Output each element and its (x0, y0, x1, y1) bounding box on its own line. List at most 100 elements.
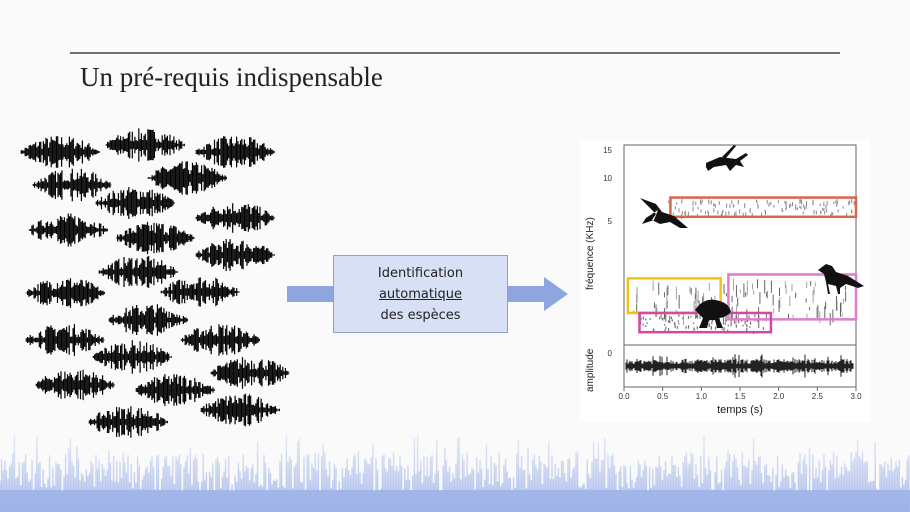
spec-dot-high-86 (815, 210, 817, 215)
spec-streak-mid-65 (665, 311, 667, 322)
waveform-16 (92, 340, 172, 374)
spec-dot-high-73 (749, 208, 751, 213)
spec-dot-high-77 (823, 208, 825, 211)
spec-streak-mid-84 (841, 313, 843, 317)
spec-dot-low-51 (723, 328, 725, 332)
spec-dot-low-88 (687, 316, 690, 320)
spec-dot-high-74 (735, 211, 737, 215)
spec-streak-mid-26 (813, 286, 815, 295)
spec-dot-high-1 (846, 212, 848, 217)
spec-dot-high-116 (853, 201, 855, 204)
spec-streak-mid-12 (825, 301, 827, 310)
spec-dot-low-32 (687, 325, 690, 329)
spec-dot-high-2 (822, 207, 824, 211)
spec-dot-high-113 (784, 201, 786, 204)
frequency-axis-label: fréquence (KHz) (585, 217, 596, 290)
spec-dot-low-31 (746, 319, 749, 322)
spec-streak-mid-24 (731, 295, 733, 303)
spec-dot-low-85 (642, 316, 644, 320)
spec-streak-mid-20 (737, 297, 739, 307)
spec-dot-low-57 (748, 315, 750, 319)
slide-title: Un pré-requis indispensable (80, 62, 383, 92)
spec-streak-mid-85 (779, 297, 781, 308)
spec-dot-high-48 (707, 210, 709, 214)
spec-dot-low-81 (708, 323, 710, 328)
spec-dot-low-45 (661, 317, 663, 320)
spec-streak-mid-58 (824, 306, 826, 320)
spec-streak-mid-23 (689, 286, 691, 293)
spec-dot-low-62 (725, 319, 727, 322)
spec-streak-mid-7 (840, 302, 842, 312)
spec-streak-mid-25 (785, 285, 787, 294)
spec-streak-mid-46 (739, 289, 741, 293)
waveform-21 (88, 406, 168, 438)
spec-dot-high-40 (722, 209, 724, 213)
spec-streak-mid-13 (652, 280, 654, 291)
waveform-10 (98, 256, 178, 288)
bird-icon-flying (640, 198, 688, 228)
spec-dot-high-5 (745, 212, 747, 216)
spec-streak-mid-31 (725, 293, 727, 297)
spec-dot-low-67 (677, 320, 679, 323)
spec-dot-high-10 (851, 199, 853, 204)
spec-dot-high-26 (766, 199, 768, 205)
spec-streak-mid-68 (636, 294, 637, 304)
spec-dot-low-42 (746, 327, 748, 331)
spec-dot-high-22 (684, 212, 686, 215)
spec-dot-high-15 (726, 203, 728, 208)
spec-dot-low-43 (727, 324, 729, 327)
spec-streak-mid-43 (666, 287, 668, 301)
spec-dot-low-3 (676, 326, 678, 329)
spec-dot-high-24 (785, 207, 787, 211)
identification-box: Identification automatique des espèces (333, 255, 508, 333)
waveform-6 (28, 213, 108, 247)
spec-dot-high-96 (836, 203, 838, 207)
waveform-17 (210, 357, 290, 389)
spec-dot-low-78 (670, 316, 672, 320)
waveform-12 (160, 277, 240, 307)
spec-dot-high-27 (802, 211, 804, 215)
spec-streak-mid-1 (817, 305, 819, 318)
spec-dot-high-18 (696, 213, 698, 217)
spec-dot-high-84 (713, 203, 715, 207)
spec-dot-low-89 (710, 326, 712, 330)
spec-dot-high-95 (812, 201, 814, 206)
spec-dot-low-9 (708, 319, 710, 322)
ytick-5: 5 (608, 217, 613, 226)
spec-streak-mid-91 (767, 290, 769, 299)
annotation-box-bird-perched (727, 273, 858, 321)
spec-dot-high-11 (701, 199, 703, 203)
spec-dot-high-54 (836, 201, 838, 205)
spec-dot-high-43 (692, 206, 694, 212)
spec-dot-low-29 (715, 326, 717, 330)
spec-dot-high-72 (718, 201, 720, 205)
spec-dot-high-118 (668, 200, 670, 204)
spec-streak-mid-105 (636, 288, 638, 304)
spec-streak-mid-9 (703, 292, 705, 305)
species-label: des espèces (380, 308, 461, 323)
spec-streak-mid-51 (658, 282, 660, 295)
spec-dot-low-37 (762, 327, 764, 330)
spec-streak-mid-100 (805, 298, 807, 303)
spec-dot-low-74 (733, 320, 736, 324)
spec-streak-mid-34 (697, 290, 699, 303)
spec-streak-mid-108 (789, 296, 791, 307)
spec-dot-high-99 (681, 199, 683, 204)
spec-dot-high-93 (831, 212, 833, 216)
spec-dot-low-54 (655, 314, 657, 317)
footer-waveform (0, 434, 910, 512)
spec-dot-low-68 (693, 327, 695, 330)
xtick-label-6: 3.0 (850, 392, 862, 401)
spec-streak-mid-0 (845, 285, 846, 291)
waveform-15 (180, 324, 260, 356)
spec-dot-low-5 (690, 315, 692, 318)
spec-dot-high-31 (826, 209, 828, 213)
spec-streak-mid-41 (669, 315, 671, 324)
spec-dot-high-75 (848, 200, 850, 205)
spec-dot-low-55 (695, 315, 697, 319)
spectrogram-figure: 15 10 5 0 fréquence (KHz) amplitude temp… (580, 140, 870, 422)
spec-dot-high-34 (672, 212, 674, 216)
ytick-10: 10 (603, 174, 612, 183)
spec-dot-low-0 (645, 318, 647, 321)
spec-streak-mid-49 (791, 284, 793, 292)
